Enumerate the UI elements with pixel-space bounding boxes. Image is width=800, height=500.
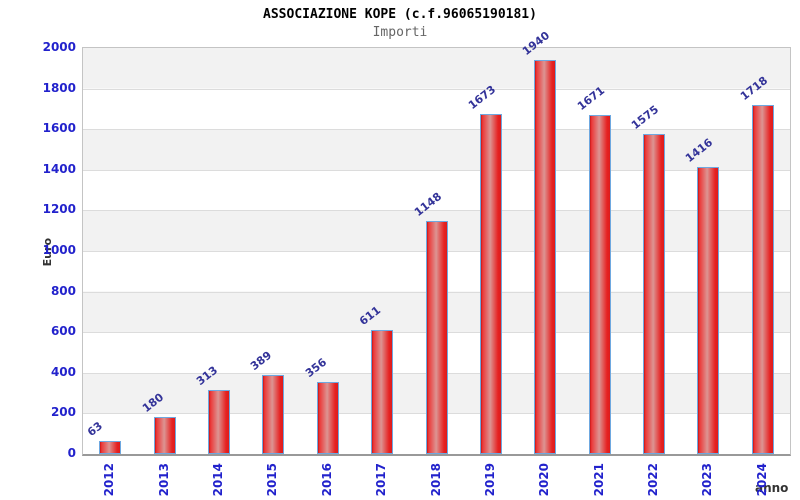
bar-2014 — [207, 390, 230, 454]
gridline-1600 — [83, 129, 790, 131]
value-label-2012: 63 — [85, 419, 106, 439]
y-tick-label-1000: 1000 — [42, 243, 76, 257]
x-tick-label-2012: 2012 — [102, 463, 117, 497]
gridline-1800 — [83, 88, 790, 90]
y-tick-label-2000: 2000 — [42, 40, 76, 54]
bar-2020 — [534, 60, 557, 454]
value-label-2023: 1416 — [683, 135, 716, 165]
y-tick-label-0: 0 — [67, 446, 76, 460]
y-tick-label-200: 200 — [50, 405, 76, 420]
x-tick-label-2021: 2021 — [591, 463, 606, 497]
x-tick-label-2017: 2017 — [374, 463, 389, 497]
x-tick-label-2015: 2015 — [265, 463, 280, 497]
value-label-2014: 313 — [193, 363, 221, 388]
x-tick-label-2013: 2013 — [156, 463, 171, 497]
x-tick-label-2022: 2022 — [646, 463, 661, 497]
y-tick-label-1400: 1400 — [42, 161, 76, 176]
x-tick-label-2019: 2019 — [482, 463, 497, 497]
bar-2022 — [643, 134, 666, 454]
bar-2019 — [479, 114, 502, 454]
gridline-1400 — [83, 169, 790, 171]
y-tick-label-1200: 1200 — [42, 202, 76, 217]
gridline-1200 — [83, 210, 790, 212]
x-axis-title: anno — [755, 481, 789, 495]
bar-2015 — [262, 375, 285, 454]
value-label-2013: 180 — [139, 390, 166, 415]
x-tick-label-2018: 2018 — [428, 463, 443, 497]
x-tick-label-2020: 2020 — [537, 463, 552, 497]
y-tick-label-400: 400 — [50, 364, 76, 379]
value-label-2018: 1148 — [411, 189, 444, 219]
x-tick-label-2016: 2016 — [319, 463, 334, 497]
bar-2017 — [371, 330, 394, 454]
value-label-2015: 389 — [248, 348, 275, 373]
y-tick-label-800: 800 — [50, 283, 76, 298]
x-tick-label-2023: 2023 — [700, 463, 715, 497]
bar-2023 — [697, 167, 720, 454]
y-tick-label-1800: 1800 — [42, 80, 76, 95]
value-label-2017: 611 — [357, 303, 384, 328]
value-label-2022: 1575 — [629, 102, 662, 132]
bar-2012 — [99, 441, 122, 454]
chart-subtitle: Importi — [372, 25, 428, 40]
y-tick-label-1600: 1600 — [42, 121, 76, 136]
x-tick-label-2014: 2014 — [210, 463, 225, 497]
bar-2018 — [425, 221, 448, 454]
chart-title: ASSOCIAZIONE KOPE (c.f.96065190181) — [263, 7, 537, 22]
bar-2024 — [751, 105, 774, 454]
bar-2013 — [153, 417, 176, 454]
bar-2016 — [316, 382, 339, 454]
value-label-2016: 356 — [302, 355, 329, 380]
bar-2021 — [588, 115, 611, 454]
plot-area: 63 180 313 389 356 611 1148 1673 1940 1671 1575 141… — [82, 29, 791, 456]
x-tick-label-2024: 2024 — [754, 463, 769, 497]
y-tick-label-600: 600 — [50, 324, 76, 339]
